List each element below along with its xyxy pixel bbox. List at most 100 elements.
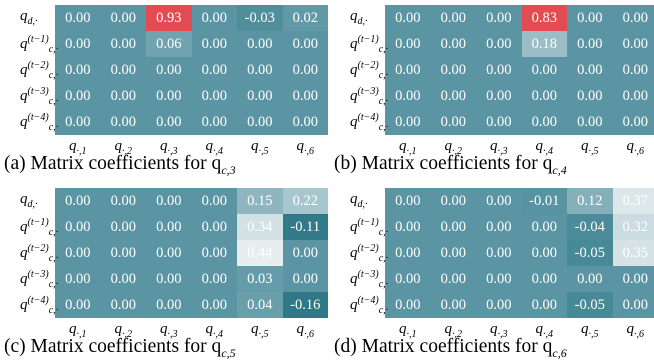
column-label: q·,5 [237,138,283,157]
heatmap-cell: 0.02 [283,5,329,31]
column-label: q·,5 [237,321,283,340]
column-label-base: q [206,138,214,154]
row-label: q(t−2)c,· [20,61,58,81]
row-label-subscript: c,· [379,305,388,316]
row-label-subscript: d,· [358,199,368,210]
row-label: q(t−2)c,· [350,61,388,81]
column-label: q·,6 [283,138,329,157]
heatmap-cell: 0.00 [385,240,431,266]
heatmap-cell: 0.00 [192,5,238,31]
heatmap-cell: 0.00 [55,292,101,318]
heatmap-cell: -0.01 [522,188,568,214]
heatmap-cell: 0.00 [476,292,522,318]
heatmap-cell: 0.37 [613,188,654,214]
row-label: q(t−3)c,· [20,270,58,290]
heatmap-cell: -0.11 [283,214,329,240]
heatmap-cell: 0.35 [613,240,654,266]
column-label: q·,5 [567,321,613,340]
row-label: q(t−4)c,· [350,113,388,133]
row-label: qd,· [20,192,38,210]
row-label-base: q [350,36,358,52]
heatmap-cell: 0.00 [522,57,568,83]
heatmap-cell: 0.00 [283,240,329,266]
heatmap-cell: 0.00 [385,188,431,214]
heatmap-cell: 0.00 [476,240,522,266]
heatmap-cell: 0.00 [101,31,147,57]
row-label: q(t−4)c,· [20,113,58,133]
caption-text: (d) Matrix coefficients for q [334,336,552,357]
heatmap-cell: 0.18 [522,31,568,57]
row-label-superscript: (t−1) [358,34,379,45]
heatmap-cell: 0.00 [567,5,613,31]
row-label-subscript: c,· [379,44,388,55]
heatmap-cell: 0.00 [476,188,522,214]
row-label-superscript: (t−1) [28,34,49,45]
column-label-subscript: ·,5 [589,329,599,340]
column-label-subscript: ·,6 [304,146,314,157]
row-label-superscript: (t−4) [28,295,49,306]
heatmap-cell: -0.16 [283,292,329,318]
heatmap-cell: 0.44 [237,240,283,266]
heatmap-cell: 0.00 [431,266,477,292]
heatmap-cell: 0.00 [192,214,238,240]
heatmap-cell: 0.00 [522,214,568,240]
row-label-base: q [20,219,28,235]
row-label-superscript: (t−2) [358,243,379,254]
heatmap-cell: 0.00 [101,5,147,31]
row-label: q(t−2)c,· [20,244,58,264]
row-label-base: q [350,271,358,287]
heatmap-cell: 0.00 [476,31,522,57]
row-label: q(t−3)c,· [350,270,388,290]
heatmap-cell: 0.00 [385,57,431,83]
heatmap-cell: 0.00 [237,109,283,135]
row-label: q(t−2)c,· [350,244,388,264]
heatmap-cell: 0.00 [192,83,238,109]
column-label-base: q [490,138,498,154]
row-label: q(t−1)c,· [350,218,388,238]
row-label-base: q [20,8,28,24]
row-label-base: q [20,114,28,130]
heatmap-cell: 0.00 [431,57,477,83]
heatmap-cell: 0.00 [431,188,477,214]
column-label-base: q [581,321,589,337]
heatmap-cell: 0.00 [55,57,101,83]
caption-subscript: c,4 [552,163,566,177]
heatmap-cell: 0.00 [613,292,654,318]
row-label-superscript: (t−3) [358,269,379,280]
heatmap-cell: 0.00 [283,266,329,292]
heatmap-cell: -0.04 [567,214,613,240]
heatmap-cell: 0.00 [385,109,431,135]
column-label-base: q [399,321,407,337]
heatmap-cell: 0.00 [101,83,147,109]
heatmap-cell: 0.00 [613,31,654,57]
column-label-subscript: ·,6 [634,146,644,157]
heatmap-cell: 0.00 [431,214,477,240]
column-label: q·,6 [613,138,654,157]
row-label: q(t−4)c,· [20,296,58,316]
heatmap-cell: 0.00 [146,266,192,292]
caption-subscript: c,5 [221,346,235,360]
column-label-base: q [115,138,123,154]
row-label-base: q [350,245,358,261]
heatmap-cell: 0.04 [237,292,283,318]
heatmap-cell: 0.00 [522,266,568,292]
heatmap-cell: 0.00 [567,57,613,83]
column-label: q·,6 [283,321,329,340]
heatmap-cell: 0.00 [431,83,477,109]
heatmap-cell: -0.05 [567,240,613,266]
heatmap-cell: 0.00 [385,214,431,240]
heatmap-cell: 0.00 [385,83,431,109]
heatmap-cell: 0.00 [613,266,654,292]
heatmap-cell: 0.00 [237,57,283,83]
row-label: qd,· [20,9,38,27]
heatmap-cell: 0.03 [237,266,283,292]
row-label: q(t−3)c,· [350,87,388,107]
heatmap-cell: 0.00 [146,188,192,214]
heatmap-cell: 0.00 [146,292,192,318]
column-label-subscript: ·,5 [589,146,599,157]
row-label-base: q [350,62,358,78]
heatmap-cell: 0.32 [613,214,654,240]
heatmap-cell: 0.00 [55,31,101,57]
heatmap-cell: -0.03 [237,5,283,31]
